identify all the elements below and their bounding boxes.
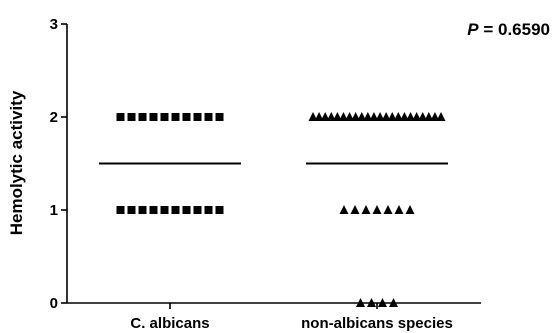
data-point-triangle — [406, 112, 416, 121]
data-point-triangle — [338, 112, 348, 121]
data-point-triangle — [332, 112, 342, 121]
data-point-square — [193, 113, 202, 121]
p-value-annotation: P = 0.6590 — [467, 20, 550, 39]
data-point-square — [215, 113, 224, 121]
data-point-triangle — [357, 112, 367, 121]
data-point-triangle — [399, 112, 409, 121]
data-point-square — [204, 206, 213, 214]
data-point-triangle — [394, 205, 404, 214]
data-point-triangle — [418, 112, 428, 121]
data-point-triangle — [393, 112, 403, 121]
data-point-triangle — [350, 205, 360, 214]
data-point-triangle — [314, 112, 324, 121]
y-tick-label: 3 — [50, 16, 58, 33]
y-axis-label: Hemolytic activity — [7, 90, 26, 235]
data-point-triangle — [363, 112, 373, 121]
data-point-square — [160, 206, 169, 214]
data-point-square — [182, 113, 191, 121]
p-value-symbol: P — [467, 20, 479, 39]
y-tick-label: 2 — [50, 109, 58, 126]
data-point-triangle — [378, 298, 387, 307]
data-point-triangle — [375, 112, 385, 121]
x-tick-label: non-albicans species — [301, 315, 453, 332]
data-point-square — [160, 113, 169, 121]
data-point-square — [138, 206, 147, 214]
data-point-square — [127, 206, 136, 214]
data-point-triangle — [412, 112, 422, 121]
data-point-triangle — [345, 112, 355, 121]
data-point-triangle — [424, 112, 434, 121]
data-point-square — [204, 113, 213, 121]
data-point-square — [193, 206, 202, 214]
y-tick-label: 1 — [50, 202, 58, 219]
data-point-triangle — [436, 112, 446, 121]
y-tick-label: 0 — [50, 295, 58, 312]
data-point-triangle — [361, 205, 371, 214]
data-point-triangle — [381, 112, 391, 121]
data-point-triangle — [308, 112, 318, 121]
data-point-triangle — [320, 112, 330, 121]
data-point-square — [171, 206, 180, 214]
data-point-triangle — [326, 112, 336, 121]
data-point-triangle — [356, 298, 365, 307]
data-point-square — [182, 206, 191, 214]
data-point-triangle — [369, 112, 379, 121]
data-point-triangle — [383, 205, 393, 214]
data-point-triangle — [372, 205, 382, 214]
data-point-triangle — [351, 112, 361, 121]
data-point-triangle — [430, 112, 440, 121]
chart-marks: 0 1 2 3 C. albicans non-albicans species — [50, 16, 481, 332]
data-point-triangle — [387, 112, 397, 121]
data-point-square — [127, 113, 136, 121]
data-point-square — [171, 113, 180, 121]
data-point-square — [116, 206, 125, 214]
p-value-text: = 0.6590 — [479, 20, 550, 39]
data-point-triangle — [389, 298, 398, 307]
data-point-square — [215, 206, 224, 214]
data-point-triangle — [339, 205, 349, 214]
data-point-square — [149, 113, 158, 121]
data-point-triangle — [367, 298, 376, 307]
x-tick-label: C. albicans — [130, 315, 209, 332]
data-point-square — [138, 113, 147, 121]
data-point-square — [149, 206, 158, 214]
data-point-square — [116, 113, 125, 121]
data-point-triangle — [405, 205, 415, 214]
